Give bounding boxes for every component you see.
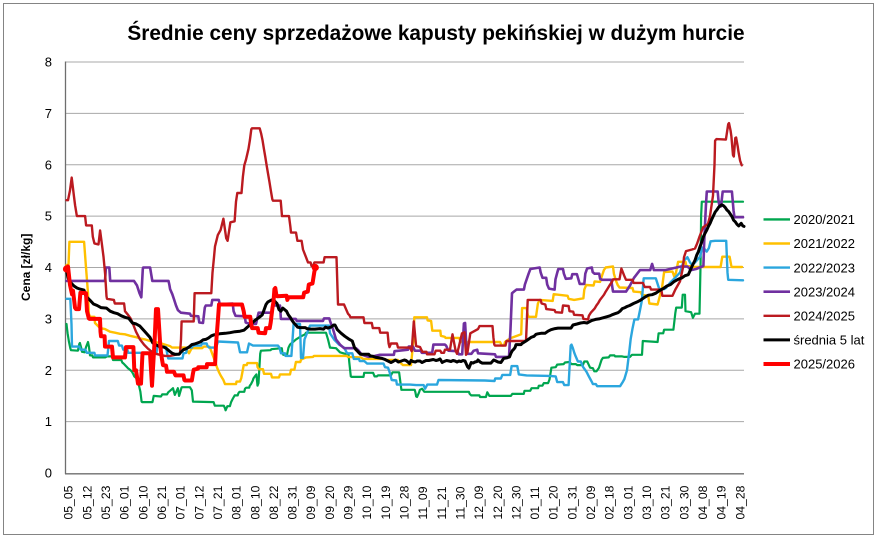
svg-text:10_19: 10_19 bbox=[379, 485, 393, 519]
svg-text:10_28: 10_28 bbox=[397, 485, 411, 519]
svg-text:03_01: 03_01 bbox=[621, 485, 635, 519]
svg-text:07_12: 07_12 bbox=[192, 485, 206, 519]
svg-text:03_10: 03_10 bbox=[640, 485, 654, 519]
svg-text:05_23: 05_23 bbox=[99, 485, 113, 519]
svg-text:3: 3 bbox=[45, 311, 52, 326]
svg-text:11_30: 11_30 bbox=[453, 486, 467, 519]
svg-text:8: 8 bbox=[45, 55, 52, 70]
svg-text:06_21: 06_21 bbox=[155, 485, 169, 519]
svg-text:średnia 5 lat: średnia 5 lat bbox=[794, 333, 865, 348]
svg-text:12_09: 12_09 bbox=[472, 485, 486, 519]
svg-text:07_21: 07_21 bbox=[211, 485, 225, 519]
svg-text:0: 0 bbox=[45, 466, 52, 481]
svg-text:6: 6 bbox=[45, 157, 52, 172]
svg-text:08_10: 08_10 bbox=[248, 485, 262, 519]
svg-text:07_01: 07_01 bbox=[174, 485, 188, 519]
svg-text:4: 4 bbox=[45, 260, 52, 275]
svg-text:12_30: 12_30 bbox=[509, 485, 523, 519]
svg-text:06_10: 06_10 bbox=[136, 485, 150, 519]
svg-text:02_09: 02_09 bbox=[584, 485, 598, 519]
svg-text:03_21: 03_21 bbox=[659, 485, 673, 519]
svg-text:09_29: 09_29 bbox=[342, 485, 356, 519]
svg-text:04_08: 04_08 bbox=[696, 485, 710, 519]
svg-text:05_05: 05_05 bbox=[62, 485, 76, 519]
svg-text:09_09: 09_09 bbox=[304, 485, 318, 519]
svg-text:11_21: 11_21 bbox=[435, 486, 449, 519]
svg-text:10_10: 10_10 bbox=[360, 485, 374, 519]
svg-text:1: 1 bbox=[45, 414, 52, 429]
svg-text:08_31: 08_31 bbox=[286, 485, 300, 519]
svg-text:2022/2023: 2022/2023 bbox=[794, 260, 855, 275]
svg-text:2021/2022: 2021/2022 bbox=[794, 236, 855, 251]
svg-text:01_11: 01_11 bbox=[528, 486, 542, 519]
svg-text:01_31: 01_31 bbox=[565, 485, 579, 519]
svg-text:2024/2025: 2024/2025 bbox=[794, 309, 855, 324]
svg-text:5: 5 bbox=[45, 209, 52, 224]
svg-text:2023/2024: 2023/2024 bbox=[794, 284, 855, 299]
svg-text:Średnie ceny sprzedażowe kapus: Średnie ceny sprzedażowe kapusty pekińsk… bbox=[127, 21, 744, 45]
svg-text:09_20: 09_20 bbox=[323, 485, 337, 519]
svg-text:08_22: 08_22 bbox=[267, 485, 281, 519]
svg-text:2025/2026: 2025/2026 bbox=[794, 357, 855, 372]
svg-text:02_18: 02_18 bbox=[603, 485, 617, 519]
svg-text:04_19: 04_19 bbox=[715, 485, 729, 519]
svg-text:08_01: 08_01 bbox=[230, 485, 244, 519]
svg-text:11_09: 11_09 bbox=[416, 486, 430, 519]
svg-text:01_20: 01_20 bbox=[547, 485, 561, 519]
svg-text:12_20: 12_20 bbox=[491, 485, 505, 519]
svg-text:Cena [zł/kg]: Cena [zł/kg] bbox=[19, 234, 33, 301]
svg-text:2: 2 bbox=[45, 363, 52, 378]
svg-text:04_28: 04_28 bbox=[733, 485, 747, 519]
svg-text:2020/2021: 2020/2021 bbox=[794, 212, 855, 227]
svg-text:03_30: 03_30 bbox=[677, 485, 691, 519]
svg-text:7: 7 bbox=[45, 106, 52, 121]
svg-text:06_01: 06_01 bbox=[118, 485, 132, 519]
svg-text:05_12: 05_12 bbox=[80, 485, 94, 519]
